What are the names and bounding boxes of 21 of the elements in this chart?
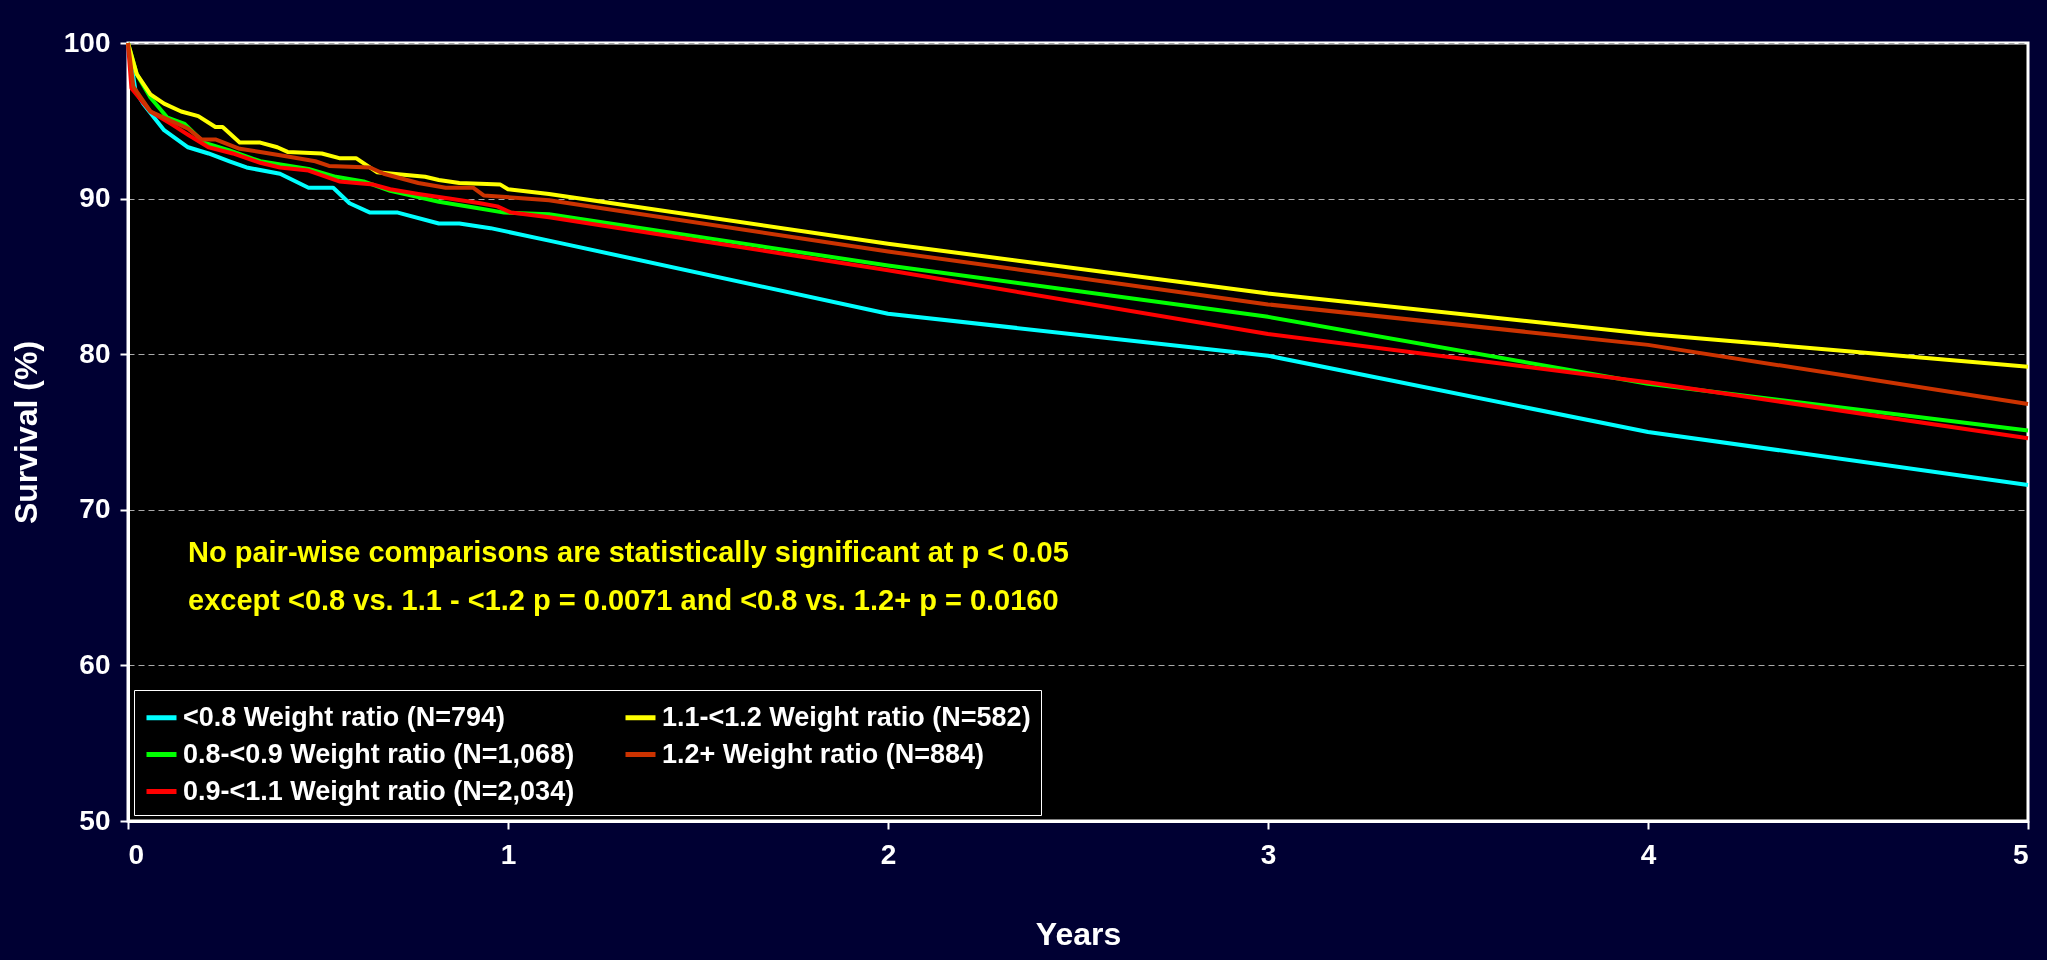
legend-label: <0.8 Weight ratio (N=794) — [183, 701, 506, 732]
y-axis-title: Survival (%) — [7, 340, 44, 525]
annotation: except <0.8 vs. 1.1 - <1.2 p = 0.0071 and <0.8 vs. 1.2+ p = 0.0160 — [188, 584, 1059, 616]
legend-label: 1.1-<1.2 Weight ratio (N=582) — [662, 701, 1031, 732]
annotation: No pair-wise comparisons are statistically significant at p < 0.05 — [188, 536, 1069, 568]
y-tick-label: 60 — [79, 648, 111, 680]
x-tick-label: 4 — [1640, 838, 1657, 870]
y-tick-label: 90 — [79, 182, 111, 214]
legend-label: 0.8-<0.9 Weight ratio (N=1,068) — [183, 738, 575, 769]
x-axis-title: Years — [1035, 915, 1122, 952]
y-tick-label: 70 — [79, 493, 111, 525]
x-tick-label: 5 — [2012, 838, 2029, 870]
x-tick-label: 3 — [1260, 838, 1277, 870]
legend-label: 1.2+ Weight ratio (N=884) — [662, 738, 985, 769]
y-tick-label: 80 — [79, 337, 111, 369]
x-tick-label: 1 — [500, 838, 517, 870]
y-tick-label: 100 — [63, 26, 111, 58]
y-tick-label: 50 — [79, 804, 111, 836]
legend-label: 0.9-<1.1 Weight ratio (N=2,034) — [183, 775, 575, 806]
x-tick-label: 0 — [128, 838, 145, 870]
x-tick-label: 2 — [880, 838, 897, 870]
